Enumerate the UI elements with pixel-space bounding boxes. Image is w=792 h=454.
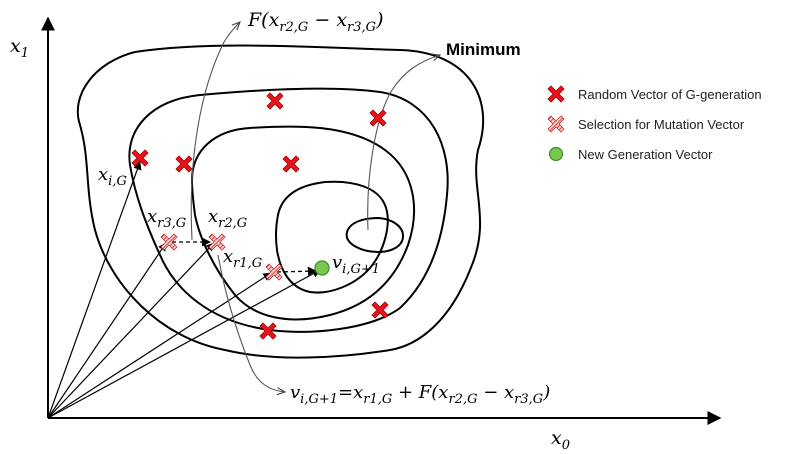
contour-outer <box>76 44 485 359</box>
legend-label-selected: Selection for Mutation Vector <box>578 117 745 132</box>
origin-vectors <box>47 161 321 419</box>
random-vector-marker <box>282 155 300 173</box>
label-x-r3-G: xr3,G <box>147 206 186 231</box>
x-axis-label: x0 <box>551 427 570 453</box>
random-vector-marker <box>371 301 389 319</box>
label-x-r1-G: xr1,G <box>223 246 262 271</box>
bottom-formula-callout <box>217 254 285 392</box>
legend-marker-new <box>548 146 564 162</box>
difference-arrows <box>172 237 317 276</box>
legend-label-new: New Generation Vector <box>578 147 713 162</box>
top-formula-callout <box>190 22 240 241</box>
axes <box>41 16 722 425</box>
contour-second <box>128 87 449 333</box>
random-vector-marker <box>266 92 284 110</box>
top-formula: F(xr2,G − xr3,G) <box>247 9 383 35</box>
legend-marker-selected <box>547 115 565 133</box>
label-x-i-G: xi,G <box>98 164 127 189</box>
minimum-label: Minimum <box>446 40 521 59</box>
contour-minimum <box>345 216 405 254</box>
contour-lines <box>76 44 485 359</box>
y-axis-label: x1 <box>10 35 29 61</box>
legend-marker-random <box>547 85 565 103</box>
legend-label-random: Random Vector of G-generation <box>578 87 762 102</box>
random-vector-marker <box>175 155 193 173</box>
minimum-callout <box>367 55 440 231</box>
new-generation-vector <box>314 260 330 276</box>
callout-curves <box>190 22 440 392</box>
contour-fourth <box>274 180 389 294</box>
legend: Random Vector of G-generation Selection … <box>547 85 762 162</box>
label-v-i-G1: vi,G+1 <box>332 252 380 277</box>
bottom-formula: vi,G+1=xr1,G + F(xr2,G − xr3,G) <box>290 382 550 407</box>
label-x-r2-G: xr2,G <box>208 206 247 231</box>
